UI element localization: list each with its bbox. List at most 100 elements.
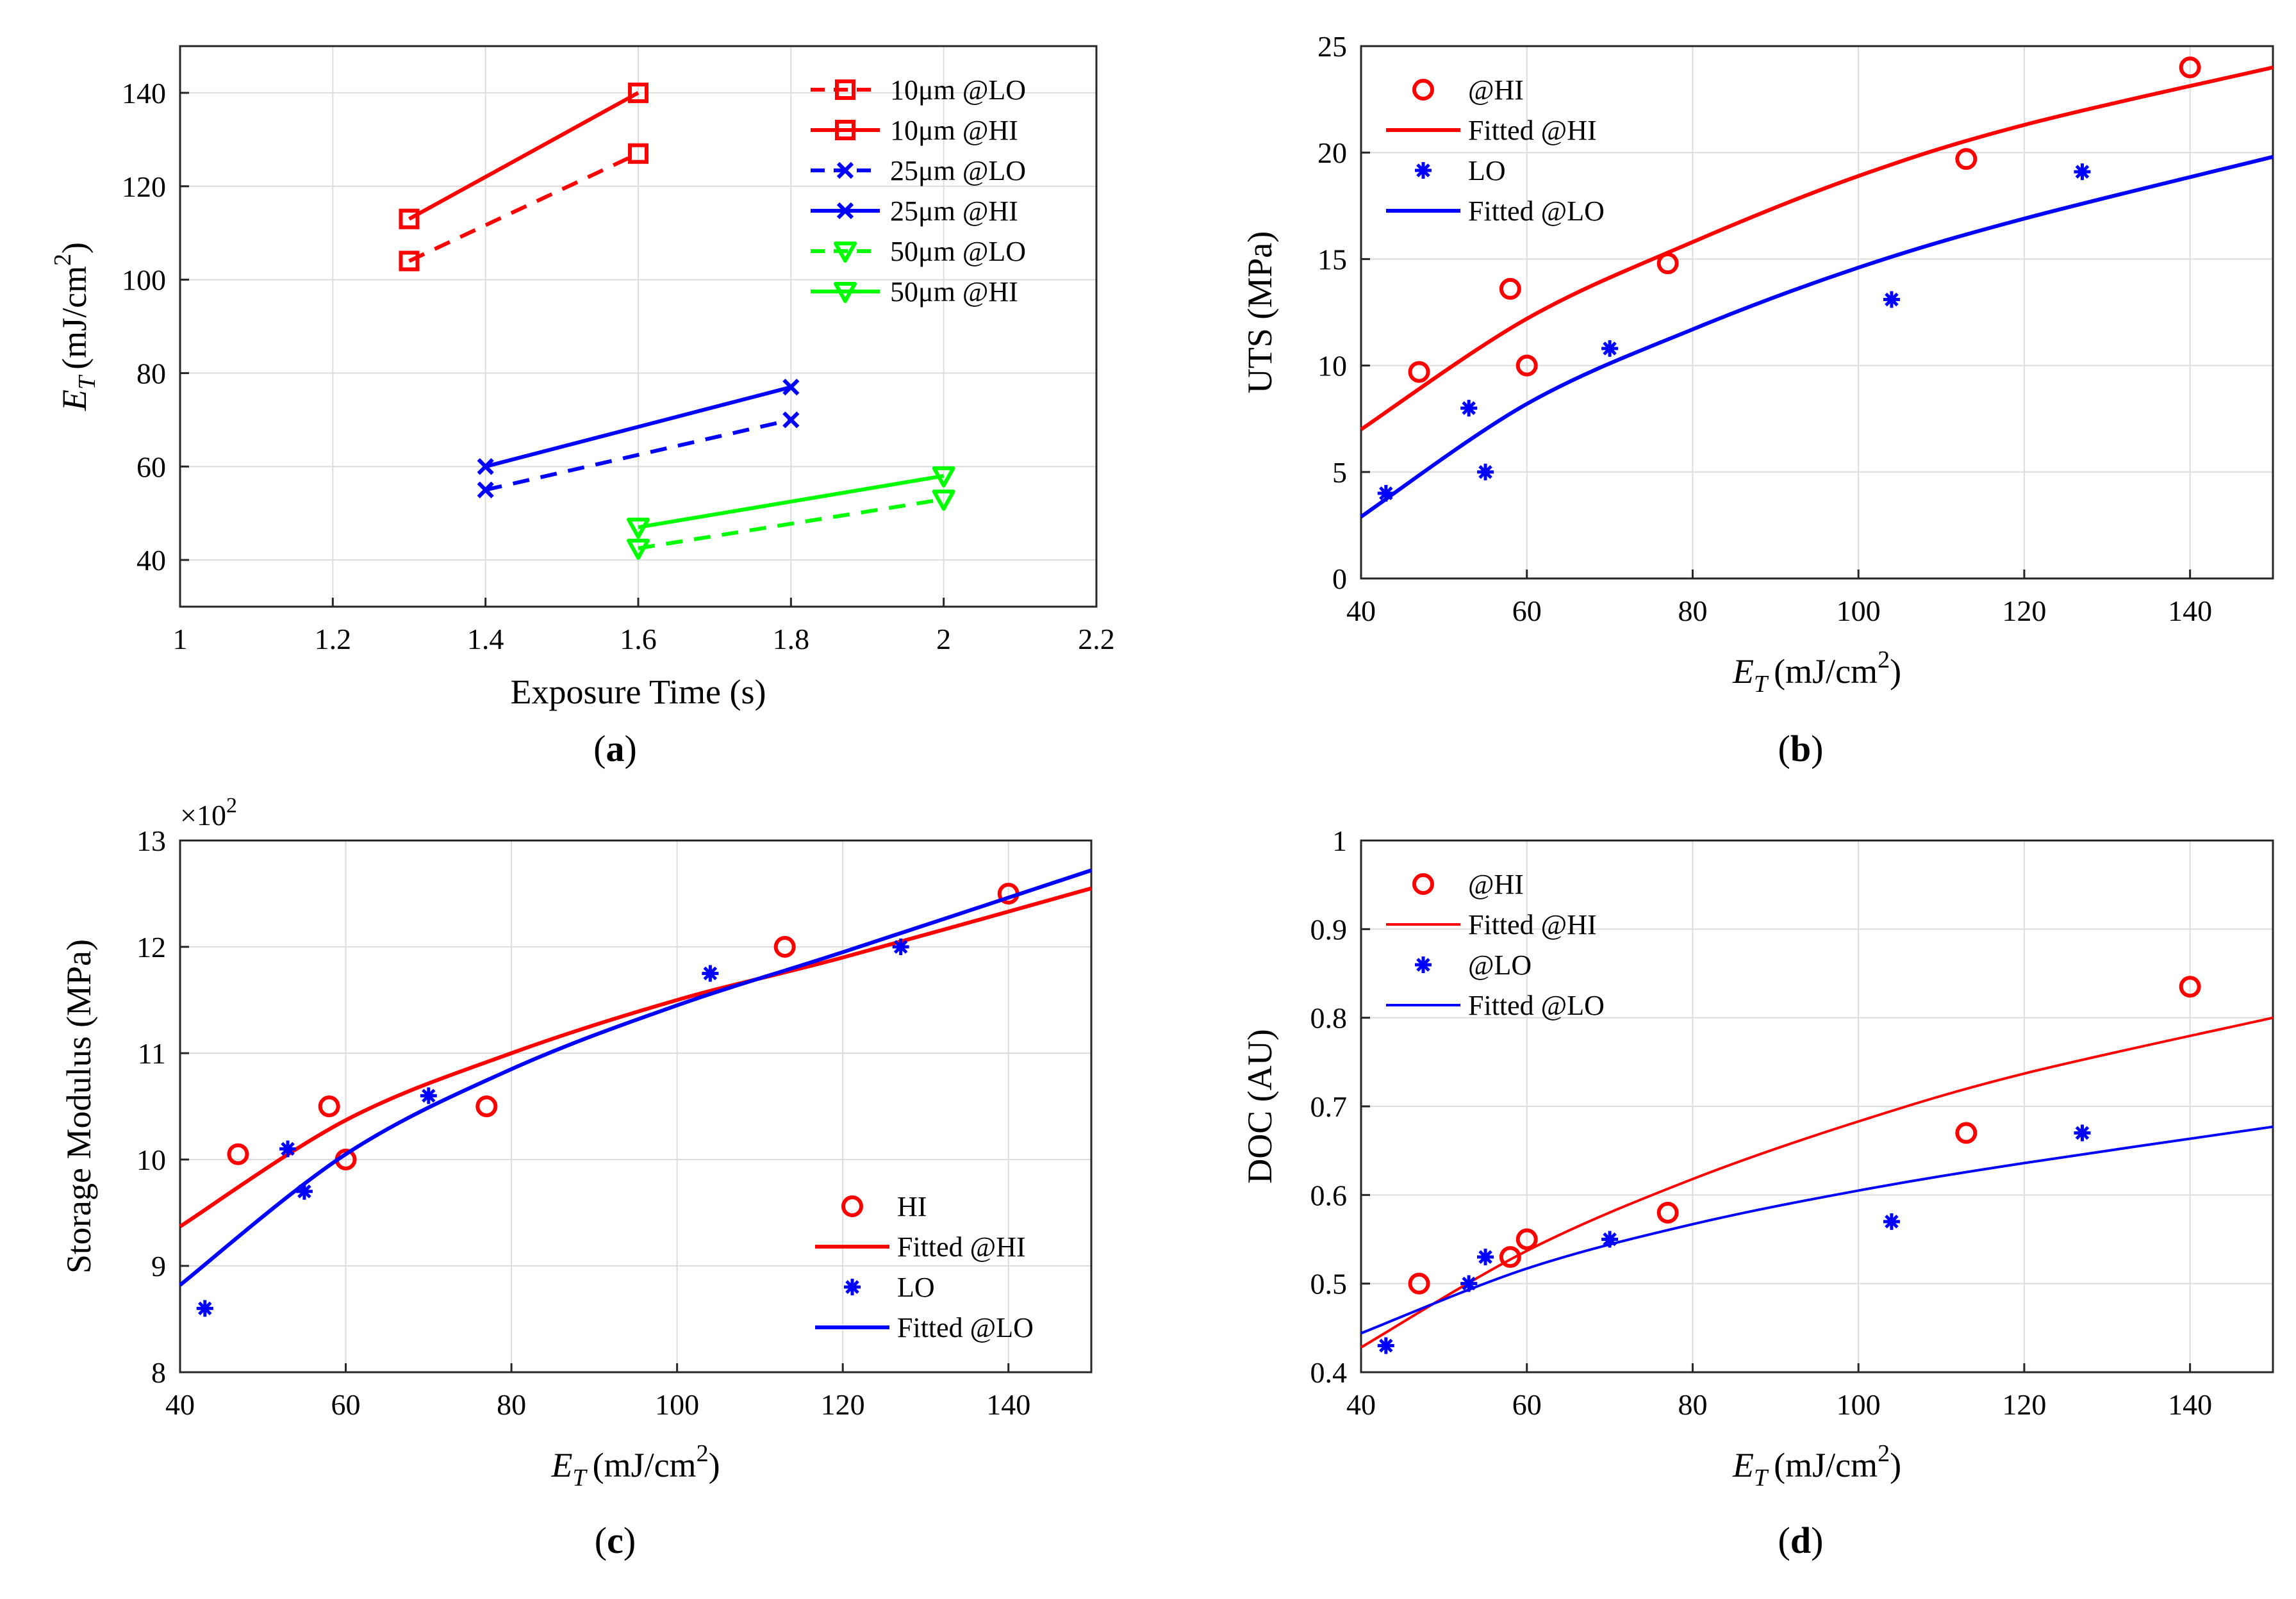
legend: 10μm @LO 10μm @HI 25μm @LO 25μm @HI 50μm @LO… (811, 74, 1026, 308)
legend-label: LO (897, 1272, 935, 1303)
y-tick-label: 25 (1317, 30, 1347, 63)
data-point (477, 458, 494, 475)
caption-close: ) (624, 1520, 636, 1561)
x-label-subscript: T (572, 1464, 588, 1491)
legend-label: Fitted @LO (1468, 990, 1605, 1021)
panel-a: 1 1.2 1.4 1.6 1.8 2 2.2 40 60 80 100 120 140 Exposure… (49, 45, 1115, 769)
data-point (1516, 354, 1538, 377)
x-tick-label: 120 (821, 1388, 865, 1421)
series-fitted-hi (1360, 65, 2274, 431)
x-tick-label: 80 (1678, 594, 1707, 627)
x-tick-label: 1 (173, 623, 188, 655)
x-label-superscript: 2 (1878, 1440, 1890, 1467)
x-label-unit: (mJ/cm (593, 1446, 697, 1484)
legend: HI Fitted @HI LO Fitted @LO (815, 1191, 1034, 1343)
series-lo (196, 939, 909, 1317)
plot-frame (1360, 45, 2274, 580)
x-tick-label: 140 (2168, 594, 2212, 627)
x-tick-label: 40 (1346, 594, 1376, 627)
data-point (1477, 463, 1494, 480)
y-tick-label: 40 (136, 544, 166, 577)
caption-open: ( (1778, 1520, 1790, 1561)
grid (1360, 45, 2273, 579)
legend-marker (835, 79, 855, 100)
data-point (1377, 1337, 1394, 1354)
y-tick-label: 0.4 (1310, 1356, 1348, 1389)
x-label-unit: (mJ/cm (1774, 652, 1878, 691)
legend-label: 50μm @LO (890, 236, 1026, 267)
data-point (782, 411, 800, 429)
legend-marker (1412, 79, 1434, 101)
legend-label: 10μm @HI (890, 115, 1018, 146)
y-tick-label: 0.7 (1310, 1090, 1348, 1123)
data-point (1955, 148, 1978, 170)
fit-curve (1360, 1125, 2274, 1334)
y-tick-label: 9 (151, 1250, 166, 1283)
data-point (1460, 400, 1478, 417)
grid (179, 46, 1097, 607)
x-tick-label: 60 (1512, 594, 1542, 627)
caption-open: ( (595, 1520, 607, 1561)
panel-d: 40 60 80 100 120 140 0.4 0.5 0.6 0.7 0.8 0.9 1 ET (mJ/… (1241, 824, 2274, 1561)
x-tick-label: 60 (1512, 1388, 1542, 1421)
legend-marker (1415, 956, 1432, 973)
series-fitted-hi (1360, 1016, 2274, 1349)
data-point (628, 143, 648, 164)
caption-close: ) (1811, 1520, 1823, 1561)
legend-label: @LO (1468, 949, 1532, 981)
x-label-close: ) (709, 1446, 720, 1484)
legend-marker (834, 242, 857, 263)
data-point (227, 1143, 249, 1165)
x-label-symbol: E (550, 1446, 572, 1484)
series-10-m-lo (399, 143, 648, 272)
x-tick-label: 40 (165, 1388, 195, 1421)
series-25-m-hi (477, 379, 800, 475)
legend-marker (836, 202, 854, 220)
x-tick-label: 1.4 (467, 623, 504, 655)
series-50-m-lo (627, 489, 955, 560)
x-label-close: ) (1890, 1446, 1901, 1484)
caption-letter: c (607, 1520, 624, 1561)
x-tick-label: 100 (1837, 1388, 1881, 1421)
y-tick-label: 0.9 (1310, 913, 1348, 946)
y-axis-label: DOC (AU) (1241, 1029, 1279, 1183)
legend-label: 50μm @HI (890, 276, 1018, 308)
x-tick-label: 60 (331, 1388, 361, 1421)
data-point (1516, 1228, 1538, 1250)
series--hi (1408, 56, 2201, 383)
data-point (627, 538, 650, 560)
data-point (932, 489, 955, 511)
legend-marker (841, 1195, 863, 1217)
y-tick-label: 12 (136, 931, 166, 964)
series--lo (1377, 1124, 2091, 1354)
y-tick-label: 100 (122, 264, 166, 297)
y-tick-label: 80 (136, 357, 166, 390)
ticks (1360, 839, 2192, 1374)
x-tick-label: 140 (986, 1388, 1030, 1421)
y-axis-label: Storage Modulus (MPa) (60, 939, 98, 1274)
series-lo (1377, 163, 2091, 502)
series-line (484, 418, 792, 492)
series-50-m-hi (627, 466, 955, 539)
legend-label: 10μm @LO (890, 74, 1026, 106)
legend-label: 25μm @HI (890, 195, 1018, 227)
y-tick-label: 8 (151, 1356, 166, 1389)
fit-curve (179, 886, 1092, 1229)
data-point (1408, 361, 1430, 383)
legend-label: Fitted @LO (897, 1312, 1034, 1343)
series-fitted-hi (179, 886, 1092, 1229)
legend-label: Fitted @HI (897, 1231, 1026, 1263)
series--hi (1408, 976, 2201, 1295)
data-point (2074, 163, 2091, 181)
data-point (1377, 485, 1394, 502)
panel-caption: (d) (1778, 1520, 1824, 1561)
legend-label: HI (897, 1191, 927, 1222)
data-point (196, 1300, 213, 1317)
caption-close: ) (1811, 728, 1823, 769)
x-axis-label: Exposure Time (s) (510, 673, 766, 711)
ticks (179, 92, 1098, 607)
x-tick-label: 1.2 (315, 623, 352, 655)
x-tick-label: 80 (497, 1388, 526, 1421)
y-tick-label: 11 (138, 1037, 166, 1070)
